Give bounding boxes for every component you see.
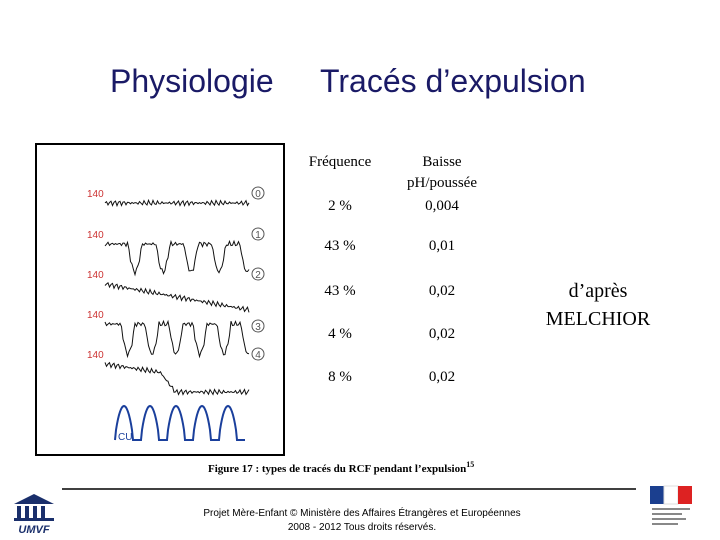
trace (104, 361, 250, 396)
cell: 2 % (328, 198, 352, 214)
trace-number-ring (251, 347, 265, 361)
caption-ref: 15 (466, 460, 474, 469)
trace-number-ring (251, 186, 265, 200)
note: d’après (569, 280, 628, 302)
trace (104, 281, 250, 313)
cell: 0,01 (429, 238, 455, 254)
trace-number: 1 (255, 230, 261, 241)
trace-number: 4 (255, 350, 261, 361)
trace (104, 239, 250, 277)
cell: 0,02 (429, 283, 455, 299)
trace (104, 198, 250, 208)
cell: 0,004 (425, 198, 459, 214)
cell: 43 % (324, 283, 355, 299)
cell: 4 % (328, 326, 352, 342)
cu-label: CU (118, 432, 132, 443)
trace-axis-label: 140 (87, 230, 104, 241)
trace-number: 3 (255, 322, 261, 333)
table: 2 % 0,004 43 % 0,01 43 % 0,02 4 % 0,02 8 % 0,02 (324, 198, 459, 385)
traces: 140 0 140 1 140 2 140 3 140 4 CU (87, 186, 265, 443)
cu-trace (114, 404, 245, 441)
trace-number-ring (251, 227, 265, 241)
title: Physiologie (110, 63, 274, 99)
cell: 8 % (328, 369, 352, 385)
trace-number: 0 (255, 189, 261, 200)
trace-axis-label: 140 (87, 189, 104, 200)
logo-text: UMVF (18, 524, 49, 536)
trace (104, 319, 250, 359)
ministry-logo (650, 485, 692, 525)
figure-frame (35, 143, 285, 456)
footer: 2008 - 2012 Tous droits réservés. (288, 522, 436, 533)
note: MELCHIOR (546, 308, 651, 330)
trace-number-ring (251, 319, 265, 333)
cell: 43 % (324, 238, 355, 254)
umvf-logo: UMVF (14, 494, 54, 536)
trace-number: 2 (255, 270, 261, 281)
cell: 0,02 (429, 326, 455, 342)
trace-axis-label: 140 (87, 270, 104, 281)
header: Fréquence (309, 154, 372, 170)
cell: 0,02 (429, 369, 455, 385)
caption-text: Figure 17 : types de tracés du RCF penda… (208, 463, 466, 475)
title: Tracés d’expulsion (320, 63, 586, 99)
trace-axis-label: 140 (87, 350, 104, 361)
caption: Figure 17 : types de tracés du RCF penda… (208, 460, 474, 475)
footer: Projet Mère-Enfant © Ministère des Affai… (203, 506, 520, 519)
trace-number-ring (251, 267, 265, 281)
trace-axis-label: 140 (87, 310, 104, 321)
header: Baisse pH/poussée (407, 154, 477, 191)
